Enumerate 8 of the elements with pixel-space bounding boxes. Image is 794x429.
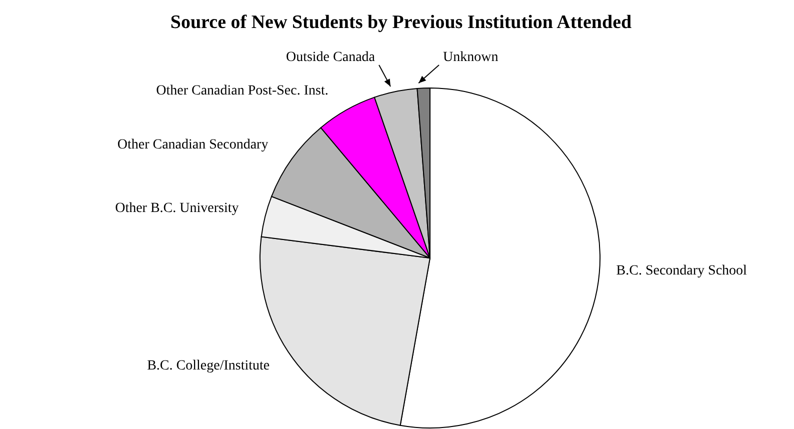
slice-label: B.C. Secondary School	[616, 264, 748, 279]
slice-label: Other Canadian Secondary	[117, 137, 268, 152]
chart-title: Source of New Students by Previous Institution Attended	[169, 12, 633, 34]
slice-label: B.C. College/Institute	[147, 358, 270, 374]
slice-label: Unknown	[443, 50, 498, 65]
slice-label: Other B.C. University	[115, 200, 239, 216]
slice-label: Other Canadian Post-Sec. Inst.	[156, 83, 328, 98]
slice-label: Outside Canada	[286, 50, 376, 65]
